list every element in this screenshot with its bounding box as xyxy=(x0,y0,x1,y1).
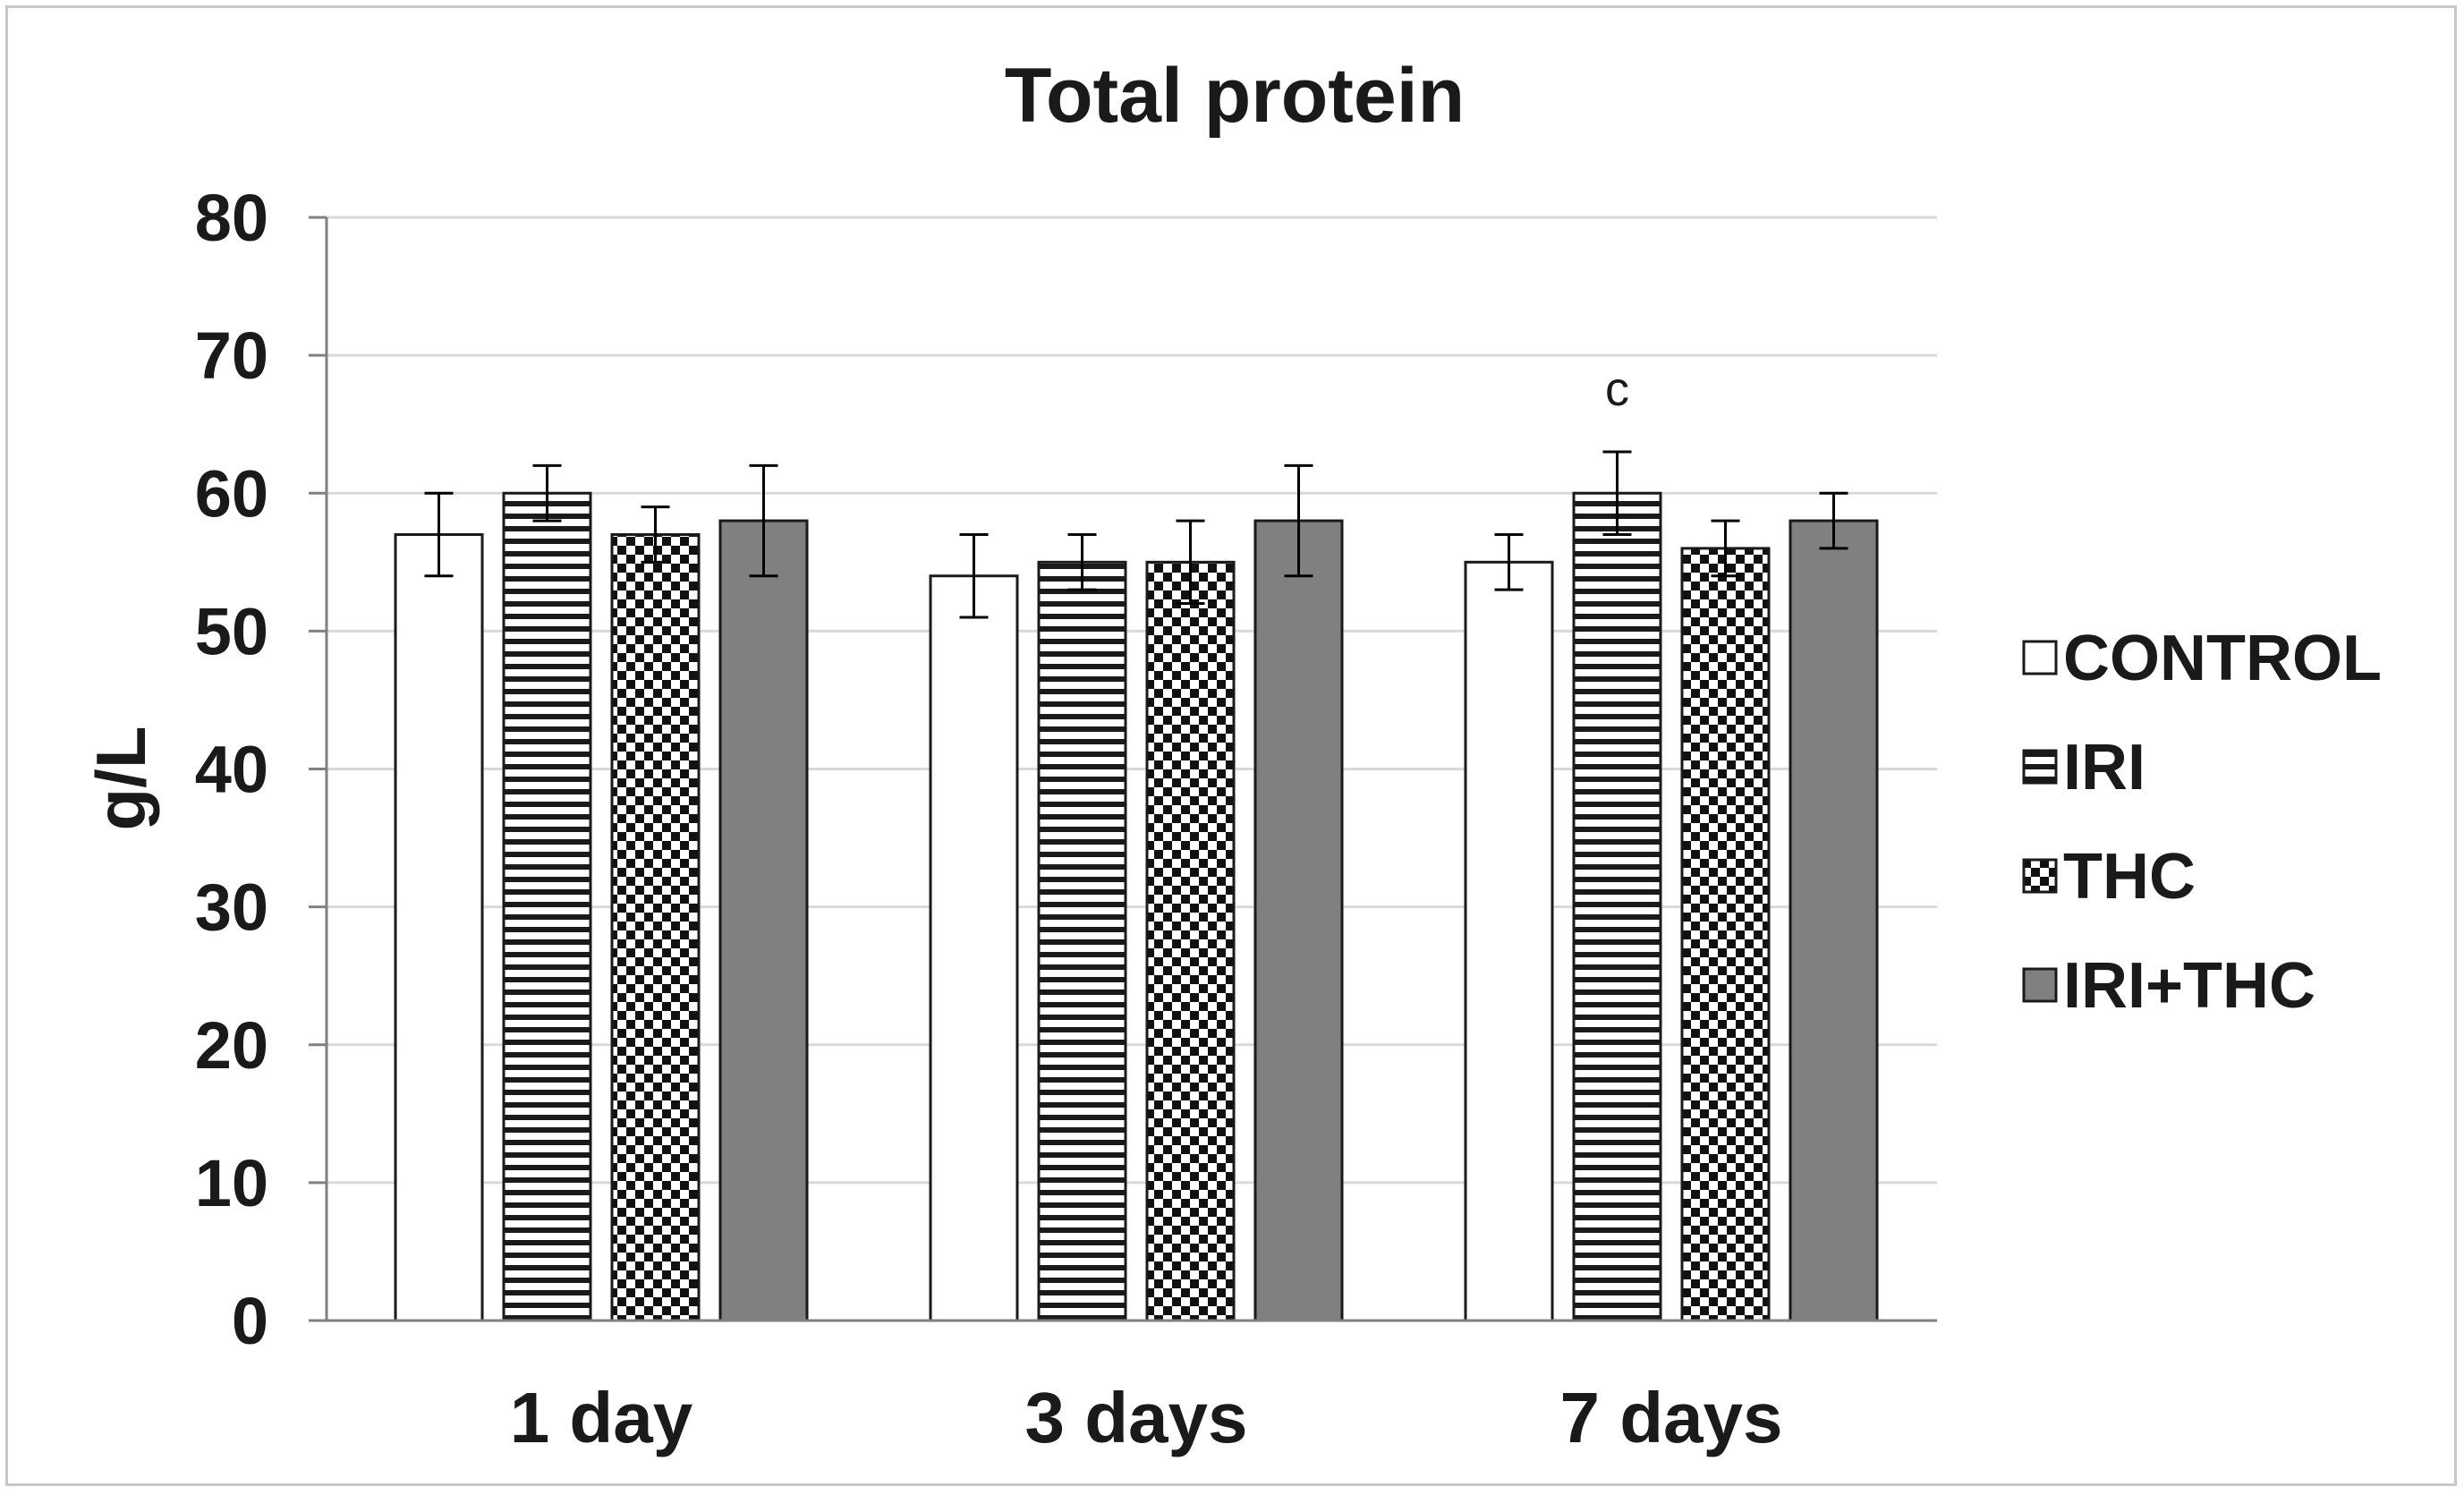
y-tick-label: 50 xyxy=(195,594,268,668)
legend-swatch xyxy=(2022,967,2058,1003)
legend-swatch xyxy=(2022,640,2058,675)
bar xyxy=(1680,547,1771,1322)
bar xyxy=(929,574,1019,1322)
bar xyxy=(1572,491,1662,1322)
x-tick-label: 3 days xyxy=(1024,1378,1247,1457)
legend-swatch xyxy=(2022,749,2058,785)
legend-label: CONTROL xyxy=(2063,623,2382,694)
bar xyxy=(1464,560,1554,1322)
legend-label: IRI+THC xyxy=(2063,950,2315,1022)
axes xyxy=(325,217,1937,1322)
legend-label: IRI xyxy=(2063,732,2145,803)
bar xyxy=(394,532,484,1322)
bar xyxy=(610,532,701,1322)
legend-swatch xyxy=(2022,858,2058,894)
significance-annotation: c xyxy=(1605,362,1629,416)
bar xyxy=(502,491,592,1322)
y-tick-label: 0 xyxy=(232,1284,268,1358)
legend-label: THC xyxy=(2063,841,2196,913)
x-axis-ticks: 1 day 3 days 7 days xyxy=(510,1378,1783,1457)
bar xyxy=(1145,560,1236,1322)
bars xyxy=(394,491,1879,1322)
y-tick-label: 70 xyxy=(195,319,268,393)
bar xyxy=(1037,560,1127,1322)
y-tick-label: 30 xyxy=(195,871,268,945)
bar xyxy=(1253,519,1344,1322)
y-tick-label: 60 xyxy=(195,456,268,531)
y-tick-label: 10 xyxy=(195,1146,268,1220)
bar xyxy=(1789,519,1879,1322)
error-bars xyxy=(424,450,1848,619)
y-axis-ticks: 0 10 20 30 40 50 60 70 80 xyxy=(195,181,327,1358)
gridlines xyxy=(327,216,1937,1185)
y-tick-label: 40 xyxy=(195,733,268,807)
chart-title: Total protein xyxy=(1005,53,1465,139)
annotations: c xyxy=(1605,362,1629,416)
y-axis-label: g/L xyxy=(81,726,160,831)
bar xyxy=(718,519,809,1322)
y-tick-label: 20 xyxy=(195,1008,268,1083)
y-tick-label: 80 xyxy=(195,181,268,255)
x-tick-label: 1 day xyxy=(510,1378,693,1457)
x-tick-label: 7 days xyxy=(1559,1378,1782,1457)
legend: CONTROL IRI THC IRI+THC xyxy=(2022,623,2382,1022)
